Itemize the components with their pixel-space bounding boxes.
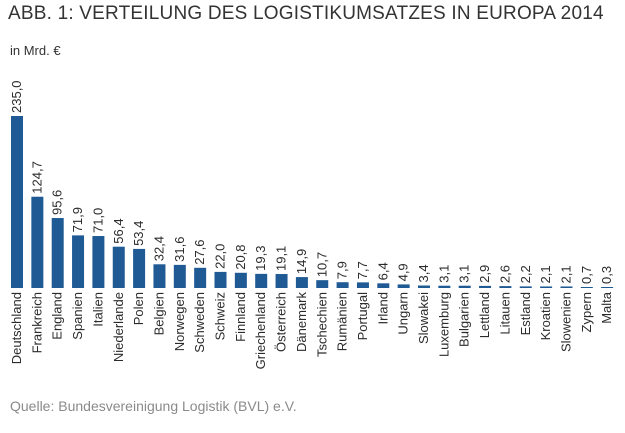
bar-ungarn	[397, 284, 410, 288]
value-label: 7,9	[335, 261, 350, 279]
bar-lettland	[479, 285, 492, 288]
bar-frankreich	[31, 196, 44, 288]
category-label: Luxemburg	[436, 292, 451, 357]
bar-slowenien	[560, 286, 573, 288]
value-label: 124,7	[29, 161, 44, 194]
bar-schweden	[194, 267, 207, 288]
value-label: 4,9	[396, 263, 411, 281]
value-label: 3,1	[436, 265, 451, 283]
value-label: 7,7	[355, 261, 370, 279]
category-label: Litauen	[497, 292, 512, 335]
category-label: Griechenland	[253, 292, 268, 369]
category-label: Rumänien	[335, 292, 350, 351]
value-label: 0,7	[579, 266, 594, 284]
bar-irland	[377, 283, 390, 288]
category-label: Bulgarien	[457, 292, 472, 347]
value-label: 6,4	[375, 262, 390, 280]
source-note: Quelle: Bundesvereinigung Logistik (BVL)…	[10, 398, 297, 414]
bar-österreich	[275, 274, 288, 288]
chart-title: ABB. 1: VERTEILUNG DES LOGISTIKUMSATZES …	[8, 3, 604, 24]
bar-schweiz	[214, 271, 227, 288]
value-label: 10,7	[314, 252, 329, 277]
bar-dänemark	[295, 277, 308, 288]
bar-malta	[601, 287, 614, 288]
bar-belgien	[153, 264, 166, 288]
category-label: Finnland	[233, 292, 248, 342]
category-label: Estland	[518, 292, 533, 335]
value-label: 2,2	[518, 265, 533, 283]
bar-finnland	[234, 272, 247, 288]
category-label: Dänemark	[294, 292, 309, 352]
bar-spanien	[72, 235, 85, 288]
value-label: 53,4	[131, 221, 146, 246]
category-label: Lettland	[477, 292, 492, 338]
bar-england	[51, 218, 64, 288]
category-label: Frankreich	[29, 292, 44, 353]
bar-norwegen	[173, 264, 186, 288]
category-label: Ungarn	[396, 292, 411, 335]
category-label: Österreich	[274, 292, 289, 352]
bar-litauen	[499, 286, 512, 288]
value-label: 22,0	[213, 244, 228, 269]
bar-niederlande	[112, 246, 125, 288]
bar-luxemburg	[438, 285, 451, 288]
category-label: Tschechien	[314, 292, 329, 357]
bar-estland	[519, 286, 532, 288]
bar-tschechien	[316, 280, 329, 288]
category-label: Portugal	[355, 292, 370, 341]
bar-bulgarien	[458, 285, 471, 288]
category-label: Niederlande	[111, 292, 126, 362]
value-label: 2,9	[477, 265, 492, 283]
value-label: 95,6	[50, 190, 65, 215]
value-label: 14,9	[294, 249, 309, 274]
value-label: 2,1	[558, 265, 573, 283]
bar-kroatien	[540, 286, 553, 288]
value-label: 20,8	[233, 244, 248, 269]
category-label: Schweiz	[213, 292, 228, 340]
category-label: Belgien	[151, 292, 166, 335]
bar-slowakei	[418, 285, 430, 288]
bar-portugal	[356, 282, 369, 288]
unit-label: in Mrd. €	[10, 43, 61, 58]
category-label: Italien	[90, 292, 105, 327]
value-label: 3,1	[457, 265, 472, 283]
category-label: Zypern	[579, 292, 594, 332]
value-label: 235,0	[9, 80, 24, 113]
bar-zypern	[580, 287, 593, 288]
value-label: 32,4	[151, 236, 166, 261]
category-label: England	[50, 292, 65, 340]
category-label: Kroatien	[538, 292, 553, 340]
value-label: 31,6	[172, 237, 187, 262]
category-label: Norwegen	[172, 292, 187, 351]
value-label: 71,9	[70, 207, 85, 232]
category-label: Schweden	[192, 292, 207, 353]
bar-deutschland	[11, 116, 23, 288]
category-label: Polen	[131, 292, 146, 325]
category-label: Slowenien	[558, 292, 573, 352]
bar-italien	[92, 236, 105, 288]
value-label: 2,6	[497, 265, 512, 283]
value-label: 56,4	[111, 218, 126, 243]
category-label: Irland	[375, 292, 390, 325]
value-label: 3,4	[416, 264, 431, 282]
category-label: Deutschland	[9, 292, 24, 364]
category-label: Malta	[599, 291, 614, 324]
value-label: 0,3	[599, 266, 614, 284]
value-label: 19,1	[274, 246, 289, 271]
category-label: Spanien	[70, 292, 85, 340]
bar-griechenland	[255, 273, 268, 288]
bar-polen	[133, 248, 146, 288]
value-label: 2,1	[538, 265, 553, 283]
bar-rumänien	[336, 282, 349, 288]
value-label: 19,3	[253, 246, 268, 271]
value-label: 27,6	[192, 239, 207, 264]
value-label: 71,0	[90, 208, 105, 233]
category-label: Slowakei	[416, 292, 431, 344]
